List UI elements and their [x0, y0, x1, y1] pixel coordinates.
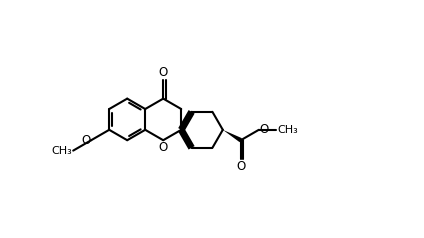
Text: O: O — [236, 160, 245, 173]
Text: O: O — [81, 134, 90, 147]
Text: CH₃: CH₃ — [52, 146, 73, 156]
Text: O: O — [259, 123, 269, 136]
Text: CH₃: CH₃ — [277, 125, 298, 135]
Text: O: O — [159, 141, 168, 154]
Polygon shape — [223, 130, 242, 142]
Text: O: O — [159, 66, 168, 79]
